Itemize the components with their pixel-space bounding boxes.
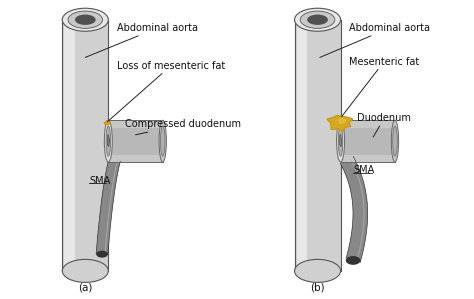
Ellipse shape: [294, 8, 341, 31]
Ellipse shape: [96, 251, 108, 258]
FancyBboxPatch shape: [297, 20, 307, 271]
Text: SMA: SMA: [353, 165, 374, 176]
Polygon shape: [339, 118, 346, 123]
Polygon shape: [327, 115, 353, 131]
Ellipse shape: [75, 15, 96, 25]
Text: Loss of mesenteric fat: Loss of mesenteric fat: [107, 61, 225, 122]
Polygon shape: [96, 158, 120, 255]
FancyBboxPatch shape: [294, 20, 341, 271]
Polygon shape: [108, 134, 109, 147]
FancyBboxPatch shape: [109, 128, 163, 155]
Text: Duodenum: Duodenum: [357, 113, 411, 137]
Ellipse shape: [393, 126, 397, 156]
Ellipse shape: [392, 120, 399, 162]
Ellipse shape: [62, 8, 109, 31]
Ellipse shape: [106, 126, 110, 156]
Ellipse shape: [294, 260, 341, 282]
FancyBboxPatch shape: [64, 20, 75, 271]
Text: Abdominal aorta: Abdominal aorta: [85, 23, 198, 57]
Ellipse shape: [104, 120, 112, 162]
FancyBboxPatch shape: [341, 128, 395, 155]
Ellipse shape: [307, 15, 328, 25]
Ellipse shape: [62, 260, 109, 282]
Ellipse shape: [338, 126, 343, 156]
Polygon shape: [340, 134, 342, 147]
FancyBboxPatch shape: [109, 120, 163, 162]
FancyBboxPatch shape: [341, 120, 395, 162]
FancyBboxPatch shape: [332, 20, 341, 271]
FancyBboxPatch shape: [62, 20, 109, 271]
Text: SMA: SMA: [90, 176, 111, 186]
Text: (b): (b): [310, 283, 325, 293]
Ellipse shape: [161, 126, 165, 156]
Ellipse shape: [346, 256, 360, 265]
Ellipse shape: [337, 120, 345, 162]
Text: Mesenteric fat: Mesenteric fat: [342, 57, 419, 117]
Ellipse shape: [301, 11, 335, 28]
Text: Compressed duodenum: Compressed duodenum: [125, 119, 241, 135]
Text: (a): (a): [78, 283, 92, 293]
Polygon shape: [340, 157, 368, 262]
FancyBboxPatch shape: [100, 20, 109, 271]
Ellipse shape: [159, 120, 166, 162]
Ellipse shape: [68, 11, 102, 28]
Polygon shape: [104, 120, 110, 125]
Text: Abdominal aorta: Abdominal aorta: [320, 23, 430, 57]
